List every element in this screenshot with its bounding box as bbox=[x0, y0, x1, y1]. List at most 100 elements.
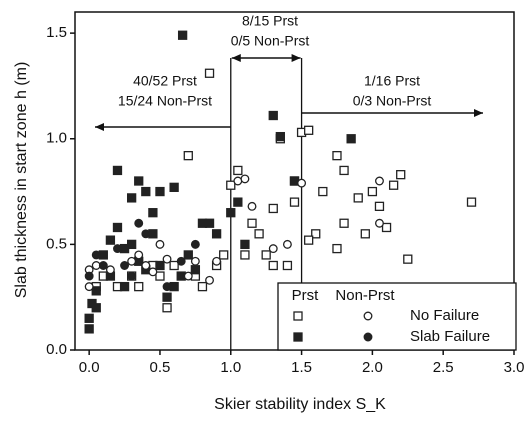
circle-marker bbox=[240, 174, 250, 184]
square-marker bbox=[282, 260, 293, 271]
square-marker bbox=[155, 260, 165, 271]
circle-marker bbox=[282, 239, 292, 249]
square-marker bbox=[289, 197, 300, 207]
square-marker bbox=[304, 125, 314, 135]
annotation: 0/3 Non-Prst bbox=[353, 93, 432, 109]
square-marker bbox=[141, 186, 151, 197]
legend-box bbox=[277, 282, 517, 351]
legend-row: No Failure bbox=[410, 307, 479, 324]
square-marker bbox=[169, 182, 179, 192]
circle-marker bbox=[127, 271, 137, 281]
x-tick-label: 2.5 bbox=[433, 359, 454, 376]
circle-marker bbox=[148, 267, 158, 277]
square-marker bbox=[84, 313, 94, 323]
square-marker bbox=[466, 197, 477, 207]
square-marker bbox=[177, 30, 188, 40]
circle-marker bbox=[105, 265, 115, 275]
x-tick-label: 0.0 bbox=[79, 359, 100, 376]
legend-marker bbox=[363, 332, 373, 342]
square-marker bbox=[112, 222, 123, 233]
x-tick-label: 0.5 bbox=[150, 359, 171, 376]
square-marker bbox=[119, 281, 130, 292]
square-marker bbox=[268, 203, 278, 214]
circle-marker bbox=[98, 261, 108, 270]
square-marker bbox=[374, 201, 385, 212]
circle-marker bbox=[297, 178, 307, 188]
square-marker bbox=[311, 229, 321, 239]
legend-column: Non-Prst bbox=[335, 287, 395, 304]
circle-marker bbox=[205, 275, 214, 285]
square-marker bbox=[339, 165, 349, 176]
square-marker bbox=[197, 281, 208, 292]
square-marker bbox=[169, 260, 179, 271]
square-marker bbox=[126, 239, 137, 250]
square-marker bbox=[155, 186, 165, 197]
circle-marker bbox=[190, 239, 200, 249]
square-marker bbox=[240, 250, 250, 260]
annotation: 0/5 Non-Prst bbox=[231, 33, 310, 49]
circle-marker bbox=[91, 250, 101, 260]
square-marker bbox=[403, 254, 413, 264]
circle-marker bbox=[268, 244, 278, 254]
circle-marker bbox=[162, 282, 172, 292]
circle-marker bbox=[84, 271, 94, 281]
annotation: 15/24 Non-Prst bbox=[118, 93, 212, 109]
legend-marker bbox=[293, 332, 303, 342]
square-marker bbox=[332, 243, 342, 254]
circle-marker bbox=[127, 256, 137, 266]
square-marker bbox=[240, 239, 250, 250]
square-marker bbox=[247, 218, 257, 228]
circle-marker bbox=[183, 271, 193, 281]
legend-marker bbox=[293, 311, 303, 321]
square-marker bbox=[219, 250, 229, 260]
arrow-head bbox=[474, 109, 483, 117]
square-marker bbox=[360, 229, 370, 239]
x-tick-label: 1.5 bbox=[291, 359, 312, 376]
square-marker bbox=[91, 303, 101, 313]
square-marker bbox=[275, 131, 285, 142]
square-marker bbox=[126, 193, 137, 203]
square-marker bbox=[332, 150, 342, 161]
arrow-head bbox=[95, 123, 104, 131]
square-marker bbox=[162, 292, 172, 302]
circle-marker bbox=[134, 218, 144, 228]
square-marker bbox=[396, 170, 406, 180]
arrow-head bbox=[231, 54, 241, 62]
legend-column: Prst bbox=[292, 287, 320, 304]
square-marker bbox=[367, 186, 378, 197]
circle-marker bbox=[134, 250, 144, 260]
square-marker bbox=[204, 218, 215, 228]
y-axis-label: Slab thickness in start zone h (m) bbox=[13, 62, 30, 299]
circle-marker bbox=[120, 261, 130, 270]
square-marker bbox=[211, 229, 222, 239]
circle-marker bbox=[84, 282, 94, 292]
square-marker bbox=[105, 235, 116, 245]
circle-marker bbox=[247, 201, 257, 211]
legend-row: Slab Failure bbox=[410, 328, 490, 345]
square-marker bbox=[254, 229, 264, 239]
circle-marker bbox=[190, 256, 200, 266]
circle-marker bbox=[233, 176, 243, 186]
x-tick-label: 1.0 bbox=[220, 359, 241, 376]
circle-marker bbox=[162, 254, 172, 264]
y-tick-label: 1.0 bbox=[46, 130, 67, 147]
square-marker bbox=[134, 176, 144, 186]
square-marker bbox=[318, 186, 328, 197]
circle-marker bbox=[375, 176, 384, 186]
square-marker bbox=[268, 260, 278, 271]
square-marker bbox=[204, 68, 215, 78]
square-marker bbox=[155, 271, 165, 281]
square-marker bbox=[112, 165, 123, 176]
square-marker bbox=[233, 165, 243, 176]
square-marker bbox=[183, 250, 193, 260]
annotation: 40/52 Prst bbox=[133, 73, 197, 89]
square-marker bbox=[148, 208, 158, 218]
circle-marker bbox=[375, 218, 384, 228]
square-marker bbox=[226, 208, 236, 218]
square-marker bbox=[346, 134, 356, 144]
square-marker bbox=[84, 324, 94, 334]
square-marker bbox=[381, 222, 392, 233]
y-tick-label: 0.5 bbox=[46, 235, 67, 252]
annotation: 1/16 Prst bbox=[364, 73, 420, 89]
